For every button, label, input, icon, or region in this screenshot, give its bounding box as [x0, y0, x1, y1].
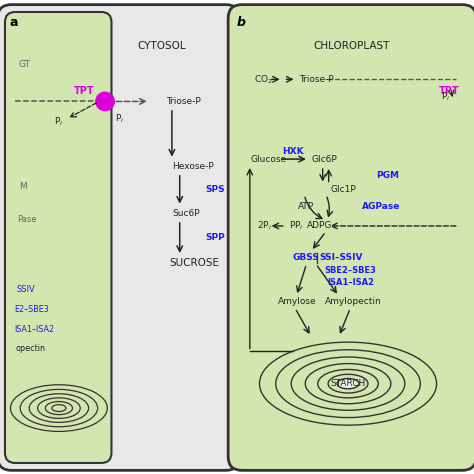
Text: Triose-P: Triose-P: [166, 97, 201, 106]
Text: CO$_2$: CO$_2$: [254, 73, 273, 86]
Text: AGPase: AGPase: [362, 202, 400, 211]
Text: M: M: [19, 182, 27, 191]
Text: P$_i$: P$_i$: [441, 91, 450, 103]
Text: STARCH: STARCH: [330, 379, 365, 388]
Text: Suc6P: Suc6P: [172, 209, 200, 218]
Text: P$_i$: P$_i$: [54, 116, 63, 128]
Text: Amylopectin: Amylopectin: [325, 297, 382, 306]
Text: Triose-P: Triose-P: [299, 75, 333, 84]
Text: opectin: opectin: [15, 344, 45, 353]
Text: SPS: SPS: [205, 185, 225, 194]
Text: PP$_i$: PP$_i$: [290, 220, 304, 232]
Text: b: b: [237, 16, 246, 29]
Text: SBE2–SBE3: SBE2–SBE3: [324, 266, 376, 275]
Text: CYTOSOL: CYTOSOL: [137, 41, 186, 51]
Ellipse shape: [340, 380, 356, 387]
Text: ISA1–ISA2: ISA1–ISA2: [14, 325, 55, 334]
Text: CHLOROPLAST: CHLOROPLAST: [313, 41, 390, 51]
Text: ATP: ATP: [298, 202, 314, 211]
Text: GBSS: GBSS: [293, 253, 319, 262]
Text: HXK: HXK: [282, 147, 303, 156]
Circle shape: [96, 92, 114, 110]
Text: P$_i$: P$_i$: [115, 113, 124, 125]
FancyBboxPatch shape: [5, 12, 111, 463]
Text: a: a: [9, 16, 18, 29]
Text: PGM: PGM: [376, 171, 399, 180]
Text: TPT: TPT: [73, 86, 94, 96]
Text: Pase: Pase: [17, 215, 36, 224]
Text: ADPG: ADPG: [307, 221, 332, 230]
Text: SSIV: SSIV: [16, 285, 35, 294]
Text: SUCROSE: SUCROSE: [169, 258, 219, 268]
Text: Glc6P: Glc6P: [311, 155, 337, 164]
Text: E2–SBE3: E2–SBE3: [14, 305, 49, 314]
Text: Glc1P: Glc1P: [331, 184, 357, 193]
FancyBboxPatch shape: [0, 5, 240, 470]
Text: TPT: TPT: [439, 86, 460, 96]
Text: ISA1–ISA2: ISA1–ISA2: [327, 278, 374, 287]
Text: Glucose: Glucose: [250, 155, 286, 164]
FancyBboxPatch shape: [228, 5, 474, 470]
Text: SPP: SPP: [205, 233, 225, 242]
Text: Hexose-P: Hexose-P: [172, 162, 214, 171]
Text: SSI–SSIV: SSI–SSIV: [319, 253, 363, 262]
Text: Amylose: Amylose: [278, 297, 317, 306]
Text: GT: GT: [19, 60, 31, 69]
Text: 2P$_i$: 2P$_i$: [257, 220, 272, 232]
